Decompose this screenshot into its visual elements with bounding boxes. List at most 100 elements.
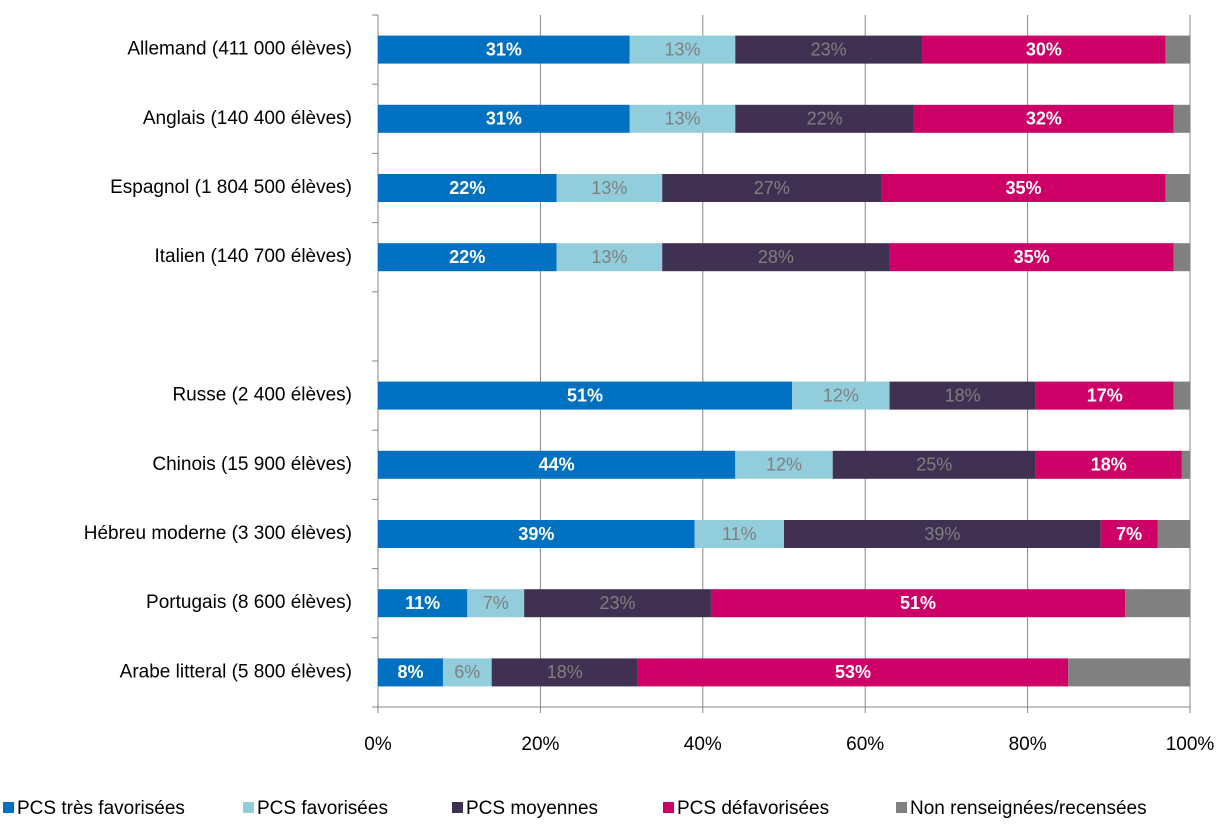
bar-segment (662, 243, 890, 272)
bar-segment (913, 104, 1174, 133)
data-label: 30% (1026, 39, 1062, 59)
legend-label: PCS favorisées (257, 798, 388, 819)
data-label: 12% (766, 455, 802, 475)
bar-segment (556, 243, 663, 272)
y-tick-label: Hébreu moderne (3 300 élèves) (84, 523, 352, 544)
bar-segment (694, 520, 784, 548)
bar-segment (378, 520, 695, 548)
data-label: 39% (924, 524, 960, 544)
bar-segment (1165, 35, 1190, 64)
x-tick-label: 0% (364, 734, 392, 755)
data-label: 18% (945, 385, 981, 405)
data-label: 8% (397, 662, 423, 682)
data-label: 7% (1116, 524, 1142, 544)
bar-segment (889, 243, 1174, 272)
y-tick-label: Anglais (140 400 élèves) (143, 108, 352, 129)
data-label: 31% (486, 109, 522, 129)
data-label: 13% (664, 39, 700, 59)
data-label: 13% (591, 247, 627, 267)
data-label: 53% (835, 662, 871, 682)
bar-segment (629, 104, 736, 133)
bar-segment (629, 35, 736, 64)
bar-segment (710, 589, 1126, 618)
bar-segment (378, 450, 736, 479)
data-label: 31% (486, 39, 522, 59)
data-label: 32% (1026, 109, 1062, 129)
x-tick-label: 20% (521, 734, 559, 755)
y-tick-label: Russe (2 400 élèves) (172, 385, 352, 406)
y-tick-label: Chinois (15 900 élèves) (152, 454, 352, 475)
data-label: 23% (600, 593, 636, 613)
bar-segment (378, 658, 443, 687)
data-label: 6% (454, 662, 480, 682)
data-label: 35% (1014, 247, 1050, 267)
bar-segment (881, 174, 1166, 202)
bar-segment (491, 658, 638, 687)
data-label: 18% (1091, 455, 1127, 475)
bar-segment (1035, 450, 1182, 479)
y-tick-label: Arabe litteral (5 800 élèves) (120, 661, 352, 682)
legend-label: Non renseignées/recensées (910, 798, 1147, 819)
bar-segment (922, 35, 1166, 64)
bar-segment (1173, 104, 1190, 133)
legend-swatch (452, 802, 463, 813)
bar-segment (378, 589, 468, 618)
data-label: 44% (539, 455, 575, 475)
bar-segment (1165, 174, 1190, 202)
bar-segment (1157, 520, 1190, 548)
bar-segment (378, 104, 630, 133)
data-label: 27% (754, 178, 790, 198)
legend-label: PCS défavorisées (677, 798, 829, 819)
bar-segment (784, 520, 1101, 548)
data-label: 13% (664, 109, 700, 129)
data-label: 51% (900, 593, 936, 613)
legend-swatch (896, 802, 907, 813)
bar-segment (832, 450, 1036, 479)
bar-segment (735, 104, 914, 133)
bar-segment (467, 589, 525, 618)
bar-segment (637, 658, 1069, 687)
data-label: 25% (916, 455, 952, 475)
data-label: 11% (405, 593, 440, 613)
x-tick-label: 80% (1009, 734, 1047, 755)
bar-segment (735, 450, 833, 479)
y-tick-label: Espagnol (1 804 500 élèves) (110, 177, 352, 198)
data-label: 28% (758, 247, 794, 267)
data-label: 22% (807, 109, 843, 129)
bar-segment (378, 35, 630, 64)
data-label: 22% (449, 178, 485, 198)
bar-segment (378, 381, 793, 410)
y-tick-label: Portugais (8 600 élèves) (146, 592, 352, 613)
legend-label: PCS moyennes (466, 798, 598, 819)
legend-swatch (243, 802, 254, 813)
data-label: 39% (518, 524, 554, 544)
bar-segment (1100, 520, 1158, 548)
bar-segment (662, 174, 882, 202)
data-label: 7% (483, 593, 509, 613)
data-label: 22% (449, 247, 485, 267)
legend-swatch (3, 802, 14, 813)
bar-segment (378, 243, 557, 272)
legend-swatch (663, 802, 674, 813)
x-tick-label: 40% (684, 734, 722, 755)
data-label: 35% (1006, 178, 1042, 198)
data-label: 13% (591, 178, 627, 198)
data-label: 23% (811, 39, 847, 59)
data-label: 11% (722, 524, 757, 544)
bar-segment (1125, 589, 1190, 618)
bar-segment (524, 589, 711, 618)
legend-label: PCS très favorisées (17, 798, 185, 819)
bar-segment (792, 381, 890, 410)
data-label: 51% (567, 385, 603, 405)
y-tick-label: Allemand (411 000 élèves) (127, 39, 352, 60)
bar-segment (442, 658, 492, 687)
bar-segment (1035, 381, 1174, 410)
data-label: 18% (547, 662, 583, 682)
y-tick-label: Italien (140 700 élèves) (154, 246, 352, 267)
x-tick-label: 60% (846, 734, 884, 755)
bar-segment (1181, 450, 1190, 479)
bar-segment (556, 174, 663, 202)
x-tick-label: 100% (1166, 734, 1215, 755)
bar-segment (735, 35, 923, 64)
